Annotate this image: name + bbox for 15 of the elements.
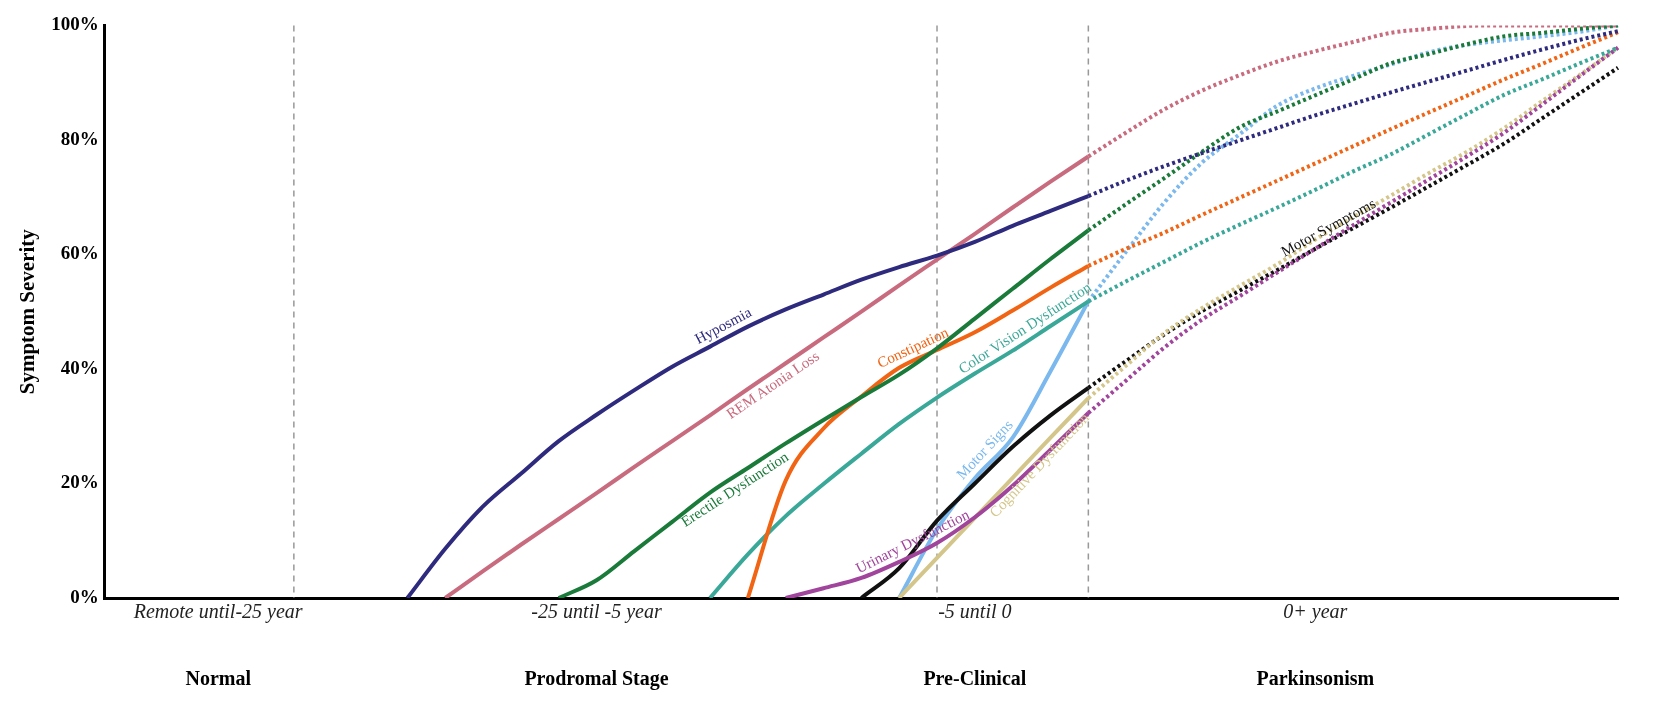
x-tick-label: Remote until-25 year	[132, 600, 303, 624]
text: Prodromal Stage	[524, 667, 669, 691]
y-tick-label: 20%	[60, 471, 99, 493]
y-axis-title: Symptom Severity	[15, 228, 40, 395]
y-tick-label: 0%	[70, 585, 99, 607]
y-tick-label: 100%	[51, 13, 99, 35]
y-tick-label: 80%	[60, 127, 99, 149]
y-tick-label: 40%	[60, 356, 99, 378]
text: Parkinsonism	[1256, 667, 1375, 690]
text: Pre-Clinical	[923, 667, 1027, 690]
x-tick-label: 0+ year	[1283, 600, 1348, 624]
x-tick-label: -5 until 0	[938, 600, 1012, 623]
text: Normal	[185, 667, 252, 690]
y-tick-label: 60%	[60, 242, 99, 264]
x-tick-label: -25 until -5 year	[531, 600, 662, 624]
